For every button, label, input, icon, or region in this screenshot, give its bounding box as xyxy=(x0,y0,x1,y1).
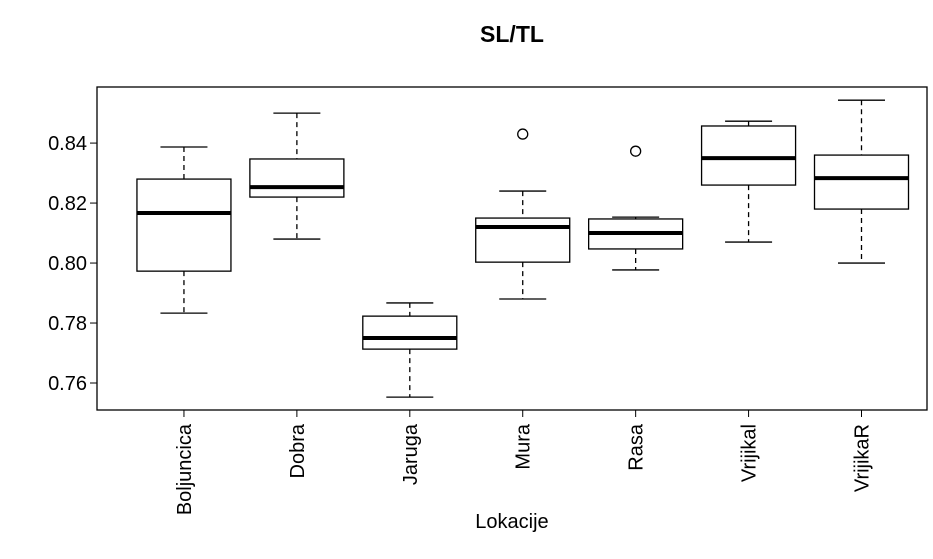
x-tick-label: Dobra xyxy=(287,423,309,478)
chart-title: SL/TL xyxy=(480,21,544,47)
x-tick-label: Vrijikal xyxy=(739,424,761,482)
box xyxy=(813,154,910,210)
outlier xyxy=(517,128,529,140)
box xyxy=(249,158,345,198)
box xyxy=(362,315,458,350)
outlier xyxy=(630,145,642,157)
y-tick-label: 0.82 xyxy=(48,193,87,215)
y-tick-label: 0.80 xyxy=(48,253,87,275)
box xyxy=(700,125,797,186)
x-tick-label: Jaruga xyxy=(400,423,422,485)
y-tick-label: 0.78 xyxy=(48,313,87,335)
x-tick-label: Boljuncica xyxy=(174,423,196,515)
x-axis-label: Lokacije xyxy=(475,511,548,533)
plot-frame xyxy=(96,86,928,411)
x-tick-label: VrijikaR xyxy=(852,424,874,492)
x-tick-label: Rasa xyxy=(626,423,648,471)
y-tick-label: 0.76 xyxy=(48,373,87,395)
box xyxy=(136,178,232,272)
x-tick-label: Mura xyxy=(513,423,535,469)
y-tick-label: 0.84 xyxy=(48,133,87,155)
box xyxy=(475,217,571,263)
